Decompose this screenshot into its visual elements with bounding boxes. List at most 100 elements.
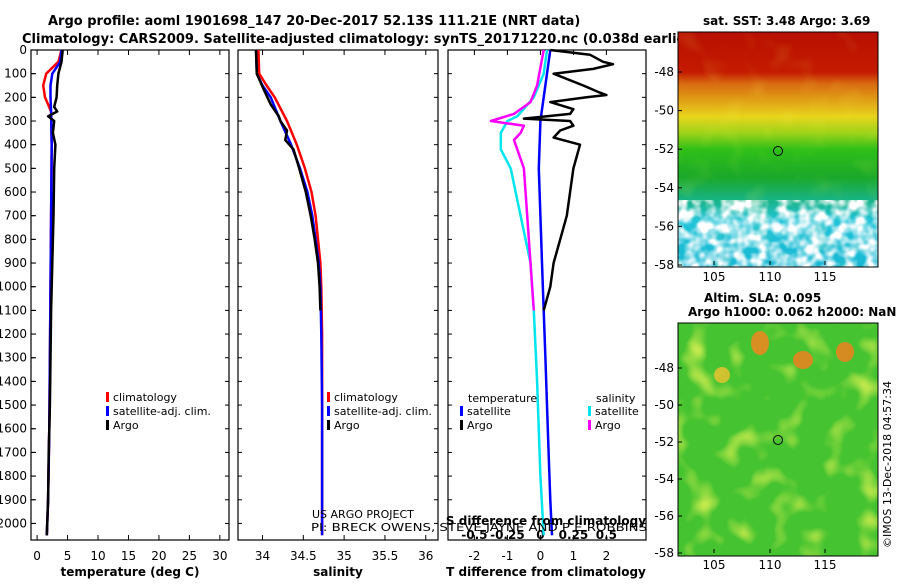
series-line-argo (45, 49, 64, 536)
legend-swatch-satellite (327, 406, 330, 416)
sla-map-ticks: -48 -50 -52 -54 -56 -58 105 110 115 (654, 361, 836, 572)
legend-swatch-satellite (106, 406, 109, 416)
map-lat-label: -52 (654, 435, 674, 449)
map-lon-label: 115 (814, 270, 837, 284)
legend-swatch-climatology (106, 392, 109, 402)
x-tick-label: 30 (212, 549, 227, 563)
map-lon-label: 110 (759, 270, 782, 284)
depth-tick-label: 400 (4, 138, 27, 152)
x-tick-label: 0 (33, 549, 41, 563)
depth-tick-label: 200 (4, 90, 27, 104)
depth-tick-label: 1800 (0, 469, 27, 483)
x-tick-label: 1 (570, 549, 578, 563)
depth-tick-label: 500 (4, 161, 27, 175)
legend-climatology: climatology (334, 391, 398, 404)
imos-credit: ©IMOS 13-Dec-2018 04:57:34 (881, 381, 894, 548)
title-line-1: Argo profile: aoml 1901698_147 20-Dec-20… (48, 14, 580, 29)
depth-tick-label: 700 (4, 209, 27, 223)
depth-tick-label: 800 (4, 232, 27, 246)
map-lat-label: -58 (654, 546, 674, 560)
legend-t-satellite: satellite (467, 405, 511, 418)
x-tick-label: 34 (255, 549, 270, 563)
legend-swatch-t-satellite (460, 406, 463, 416)
series-line-argo (254, 49, 322, 311)
map-lat-label: -56 (654, 219, 674, 233)
depth-tick-label: 300 (4, 114, 27, 128)
sst-header: sat. SST: 3.48 Argo: 3.69 (703, 14, 870, 28)
depth-tick-label: 900 (4, 256, 27, 270)
depth-tick-label: 1300 (0, 351, 27, 365)
depth-tick-label: 1700 (0, 445, 27, 459)
legend-title-temperature: temperature (468, 392, 537, 405)
x-tick-label: -2 (468, 549, 480, 563)
map-lat-label: -54 (654, 181, 674, 195)
sla-map (678, 323, 878, 556)
map-lat-label: -48 (654, 361, 674, 375)
series-line-t-satellite (537, 49, 554, 536)
legend-satellite: satellite-adj. clim. (334, 405, 432, 418)
top-tick-label: -0.5 (461, 528, 487, 542)
sst-map (678, 32, 878, 267)
x-tick-label: 10 (90, 549, 105, 563)
series-line-s-argo (489, 49, 545, 311)
title-line-2: Climatology: CARS2009. Satellite-adjuste… (22, 32, 698, 47)
legend-swatch-argo (106, 420, 109, 430)
depth-tick-label: 1600 (0, 422, 27, 436)
series-line-t-argo (522, 48, 615, 311)
depth-tick-label: 100 (4, 67, 27, 81)
x-tick-label: -1 (501, 549, 513, 563)
depth-tick-label: 1400 (0, 374, 27, 388)
temperature-ticks: 0 5 10 15 20 25 30 (31, 49, 229, 563)
map-lat-label: -48 (654, 65, 674, 79)
difference-top-label: S difference from climatology (446, 514, 646, 528)
map-lon-label: 115 (814, 558, 837, 572)
map-lon-label: 110 (759, 558, 782, 572)
salinity-ticks: 34 34.5 35 35.5 36 (238, 49, 438, 563)
temperature-plot-frame (30, 49, 230, 541)
credit-line-1: US ARGO PROJECT (312, 508, 414, 521)
legend-climatology: climatology (113, 391, 177, 404)
legend-argo: Argo (334, 419, 360, 432)
legend-s-satellite: satellite (595, 405, 639, 418)
legend-swatch-argo (327, 420, 330, 430)
x-tick-label: 35 (336, 549, 351, 563)
depth-axis: 0 100 200 300 400 500 600 700 800 900 1000 1100 1200… (0, 43, 36, 530)
legend-s-argo: Argo (595, 419, 621, 432)
top-tick-label: 0 (536, 528, 544, 542)
sla-header-1: Altim. SLA: 0.095 (704, 291, 821, 305)
sla-header-2: Argo h1000: 0.062 h2000: NaN (688, 305, 896, 319)
difference-series (489, 48, 615, 536)
map-lon-label: 105 (703, 558, 726, 572)
series-line-satellite-adj-clim- (254, 49, 324, 536)
salinity-x-label: salinity (313, 565, 363, 579)
x-tick-label: 20 (151, 549, 166, 563)
x-tick-label: 25 (182, 549, 197, 563)
x-tick-label: 35.5 (372, 549, 399, 563)
sst-map-ticks: -48 -50 -52 -54 -56 -58 105 110 115 (654, 65, 836, 284)
map-lat-label: -54 (654, 472, 674, 486)
temperature-series (41, 49, 64, 536)
legend-swatch-t-argo (460, 420, 463, 430)
depth-tick-label: 1900 (0, 493, 27, 507)
salinity-plot-frame (237, 49, 439, 541)
top-tick-label: -0.25 (490, 528, 525, 542)
legend-argo: Argo (113, 419, 139, 432)
salinity-legend: climatology satellite-adj. clim. Argo (327, 391, 432, 432)
depth-tick-label: 1200 (0, 327, 27, 341)
legend-satellite: satellite-adj. clim. (113, 405, 211, 418)
depth-tick-label: 1100 (0, 303, 27, 317)
x-tick-label: 34.5 (290, 549, 317, 563)
map-lat-label: -50 (654, 104, 674, 118)
sla-map-frame (677, 322, 879, 557)
map-lat-label: -50 (654, 398, 674, 412)
x-tick-label: 36 (418, 549, 433, 563)
map-lat-label: -58 (654, 258, 674, 272)
depth-tick-label: 0 (19, 43, 27, 57)
legend-swatch-s-satellite (588, 406, 591, 416)
map-lat-label: -56 (654, 509, 674, 523)
x-tick-label: 2 (603, 549, 611, 563)
sla-argo-location-marker (773, 435, 783, 445)
legend-swatch-s-argo (588, 420, 591, 430)
map-lon-label: 105 (703, 270, 726, 284)
